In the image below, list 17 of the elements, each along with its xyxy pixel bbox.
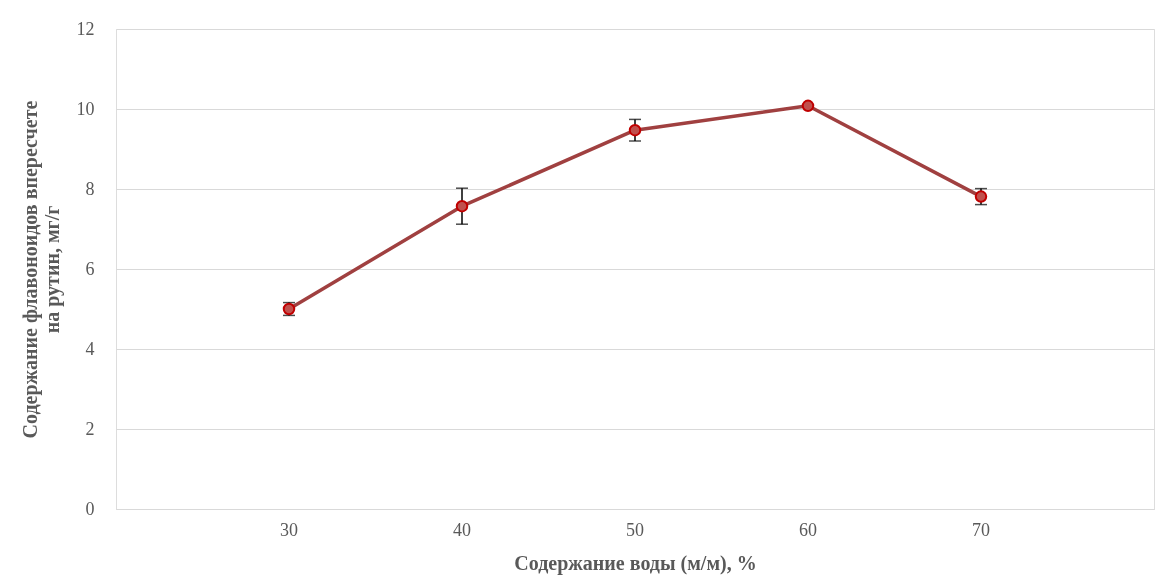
- x-tick-label: 70: [972, 519, 990, 540]
- x-tick-label: 60: [799, 519, 817, 540]
- point: [628, 123, 642, 137]
- y-tick-label: 10: [76, 98, 95, 119]
- x-axis-title: Содержание воды (м/м), %: [514, 551, 757, 575]
- y-tick-label: 6: [85, 258, 95, 279]
- y-tick-label: 8: [85, 178, 95, 199]
- point: [455, 199, 469, 213]
- y-tick-label: 12: [76, 18, 95, 39]
- x-tick-label: 50: [626, 519, 644, 540]
- y-axis-title: Содержание флавоноидов впересчете на рутин, мг/г: [18, 100, 64, 439]
- x-tick-label: 30: [280, 519, 298, 540]
- y-tick-label: 4: [85, 338, 95, 359]
- point: [801, 99, 815, 113]
- y-tick-label: 2: [85, 418, 95, 439]
- y-tick-label: 0: [85, 498, 95, 519]
- x-tick-label: 40: [453, 519, 471, 540]
